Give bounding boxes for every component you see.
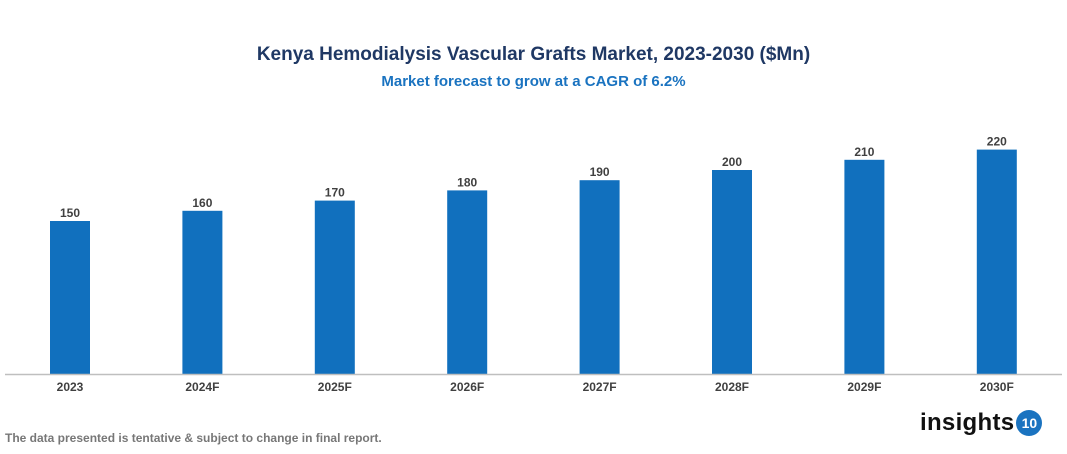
chart-subtitle: Market forecast to grow at a CAGR of 6.2… bbox=[381, 73, 686, 90]
x-tick-label: 2024F bbox=[185, 380, 219, 394]
chart-title: Kenya Hemodialysis Vascular Grafts Marke… bbox=[256, 44, 811, 65]
data-label: 210 bbox=[854, 145, 874, 159]
x-tick-label: 2030F bbox=[980, 380, 1014, 394]
logo-badge: 10 bbox=[1016, 410, 1043, 436]
disclaimer-note: The data presented is tentative & subjec… bbox=[5, 431, 382, 445]
bar-2028F bbox=[712, 170, 752, 374]
data-label: 220 bbox=[987, 135, 1007, 149]
data-label: 170 bbox=[325, 186, 345, 200]
bar-2029F bbox=[844, 159, 885, 374]
bar-2024F bbox=[182, 210, 223, 374]
data-label: 160 bbox=[192, 196, 212, 210]
data-label: 180 bbox=[457, 175, 477, 189]
x-tick-label: 2023 bbox=[57, 380, 84, 394]
bar-2030F bbox=[976, 149, 1017, 374]
data-label: 150 bbox=[60, 206, 80, 220]
x-tick-label: 2026F bbox=[450, 380, 484, 394]
insights10-logo: insights 10 bbox=[920, 409, 1043, 437]
x-tick-label: 2029F bbox=[847, 380, 881, 394]
x-tick-label: 2028F bbox=[715, 380, 749, 394]
data-label: 200 bbox=[722, 155, 742, 169]
bar-2025F bbox=[314, 200, 355, 374]
x-tick-label: 2025F bbox=[318, 380, 352, 394]
data-label: 190 bbox=[590, 165, 610, 179]
x-tick-label: 2027F bbox=[583, 380, 617, 394]
logo-text: insights bbox=[920, 409, 1015, 436]
bar-2026F bbox=[447, 190, 488, 374]
bar-2027F bbox=[579, 180, 620, 374]
bar-2023 bbox=[50, 221, 90, 374]
